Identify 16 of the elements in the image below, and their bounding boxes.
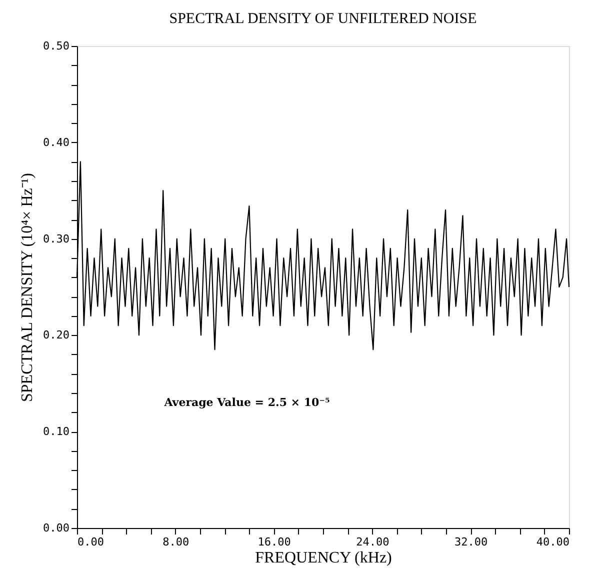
y-tick-label: 0.10 [43, 425, 70, 438]
x-tick-label: 0.00 [78, 536, 104, 548]
y-tick-label: 0.50 [43, 40, 70, 52]
y-tick-label: 0.40 [43, 136, 70, 149]
x-tick-label: 8.00 [162, 536, 190, 548]
x-axis-title: FREQUENCY (kHz) [255, 550, 392, 566]
x-tick-label: 40.00 [536, 536, 570, 548]
annotation: Average Value = 2.5 × 10⁻⁵ [163, 396, 330, 409]
y-axis-title: SPECTRAL DENSITY (10⁴× Hz⁻¹) [19, 173, 36, 402]
x-tick-label: 16.00 [258, 536, 291, 548]
y-tick-label: 0.30 [43, 232, 70, 246]
x-tick-label: 24.00 [356, 536, 390, 548]
y-tick-label: 0.20 [43, 328, 70, 342]
chart-title: SPECTRAL DENSITY OF UNFILTERED NOISE [169, 11, 477, 27]
y-tick-label: 0.00 [43, 522, 70, 534]
x-tick-label: 32.00 [454, 536, 488, 548]
